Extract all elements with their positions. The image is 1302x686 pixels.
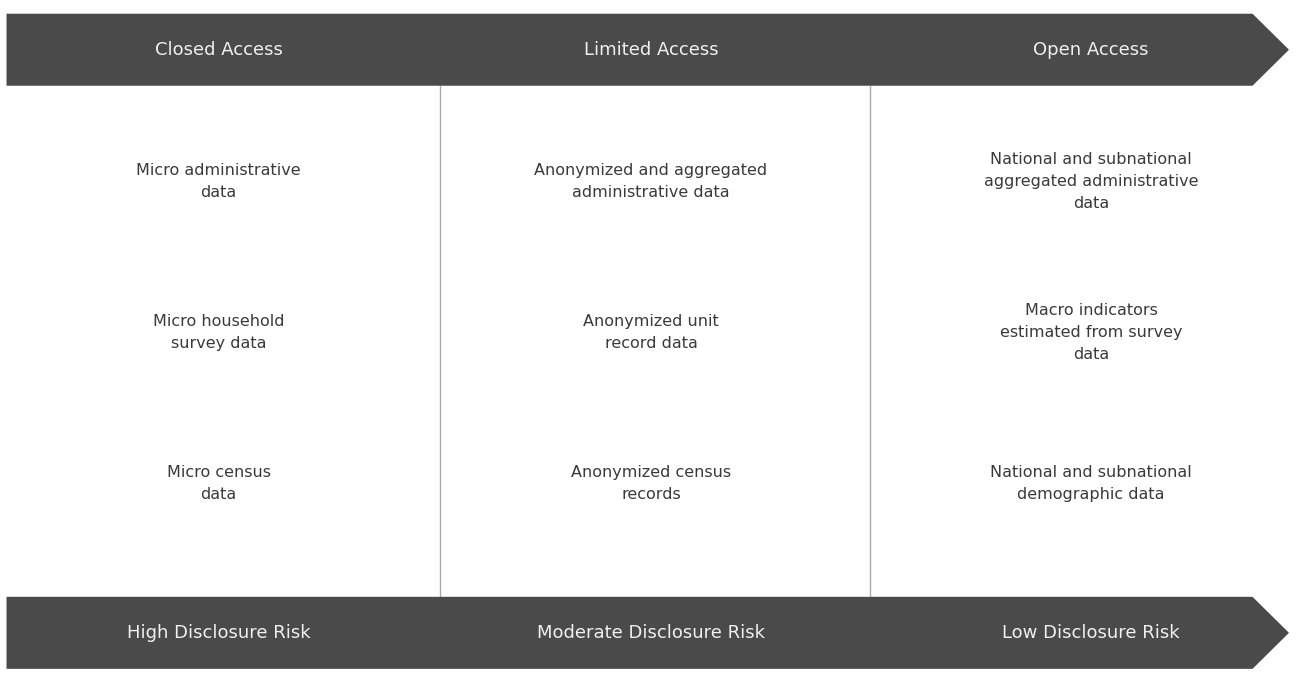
Text: Limited Access: Limited Access bbox=[583, 40, 719, 59]
Text: Open Access: Open Access bbox=[1034, 40, 1148, 59]
Text: Macro indicators
estimated from survey
data: Macro indicators estimated from survey d… bbox=[1000, 303, 1182, 362]
Text: Micro household
survey data: Micro household survey data bbox=[154, 314, 284, 351]
Text: Anonymized and aggregated
administrative data: Anonymized and aggregated administrative… bbox=[534, 163, 768, 200]
Text: Micro census
data: Micro census data bbox=[167, 465, 271, 502]
Polygon shape bbox=[7, 14, 1289, 86]
Text: Micro administrative
data: Micro administrative data bbox=[137, 163, 301, 200]
Text: High Disclosure Risk: High Disclosure Risk bbox=[126, 624, 311, 642]
Text: Anonymized census
records: Anonymized census records bbox=[572, 465, 730, 502]
Text: Moderate Disclosure Risk: Moderate Disclosure Risk bbox=[536, 624, 766, 642]
Text: Closed Access: Closed Access bbox=[155, 40, 283, 59]
Text: Anonymized unit
record data: Anonymized unit record data bbox=[583, 314, 719, 351]
Polygon shape bbox=[7, 597, 1289, 669]
Text: Low Disclosure Risk: Low Disclosure Risk bbox=[1003, 624, 1180, 642]
Text: National and subnational
aggregated administrative
data: National and subnational aggregated admi… bbox=[984, 152, 1198, 211]
Text: National and subnational
demographic data: National and subnational demographic dat… bbox=[991, 465, 1191, 502]
